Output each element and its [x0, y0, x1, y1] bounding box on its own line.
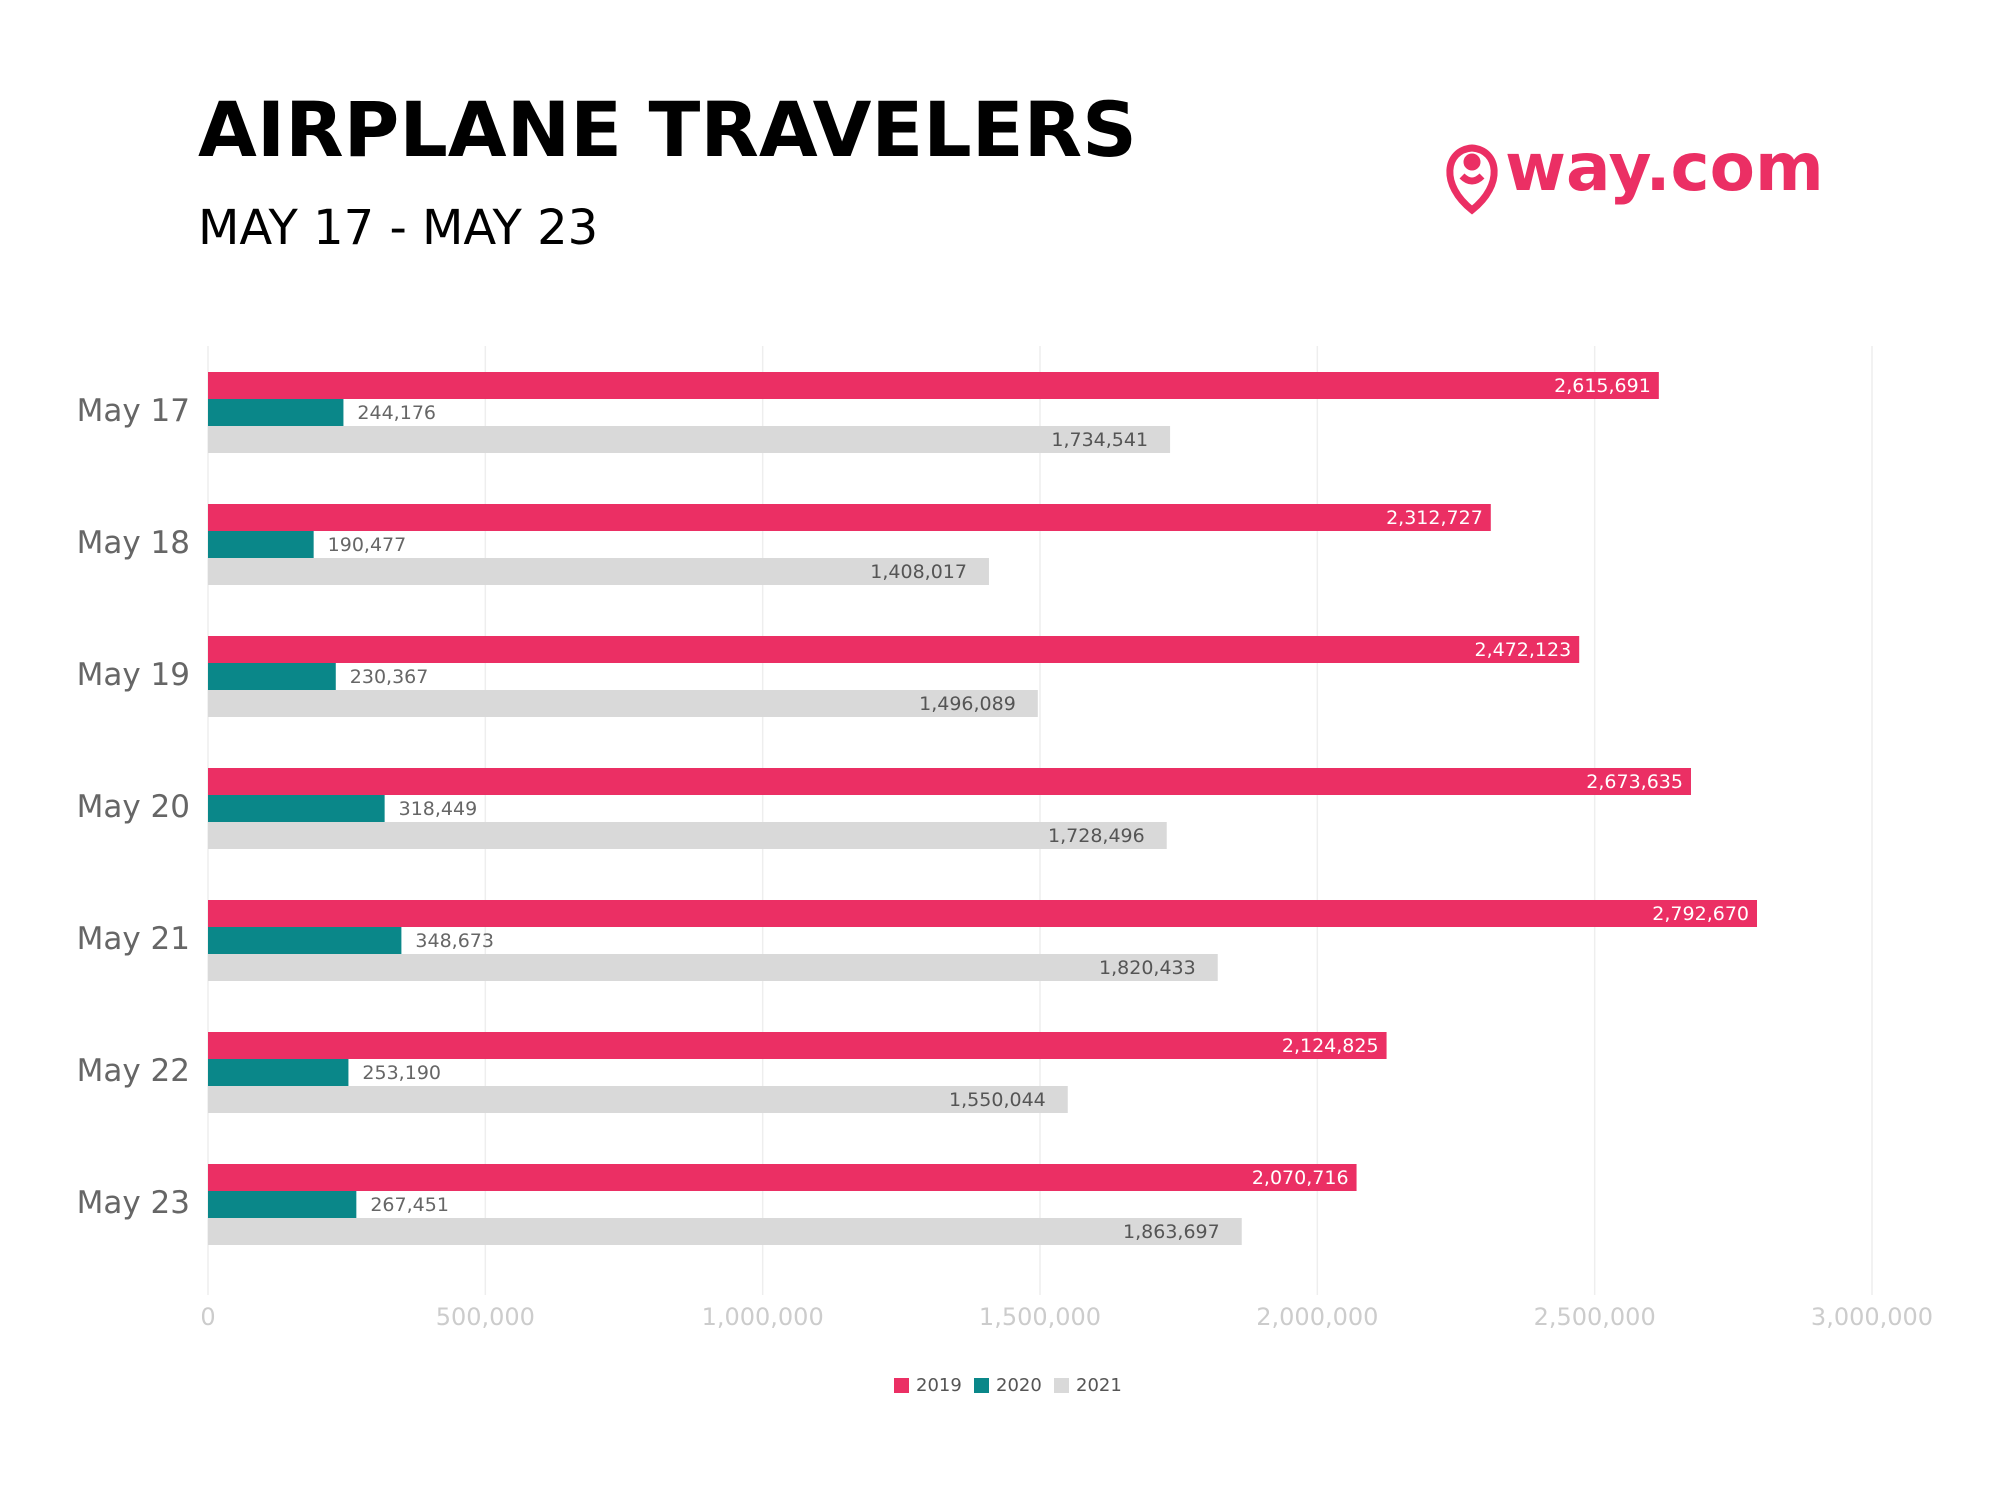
bar	[208, 1191, 357, 1218]
bar	[208, 795, 385, 822]
y-tick-label: May 17	[77, 393, 190, 429]
value-label: 2,673,635	[1586, 771, 1683, 793]
bar	[208, 558, 989, 585]
bar	[208, 636, 1580, 663]
value-label: 2,312,727	[1386, 507, 1483, 529]
value-label: 267,451	[370, 1194, 449, 1216]
value-label: 1,728,496	[1048, 825, 1145, 847]
value-label: 1,863,697	[1123, 1221, 1220, 1243]
value-label: 1,820,433	[1099, 957, 1196, 979]
bar	[208, 504, 1491, 531]
value-label: 2,124,825	[1282, 1035, 1379, 1057]
x-tick-label: 0	[200, 1303, 215, 1331]
bar	[208, 1218, 1242, 1245]
x-tick-label: 500,000	[436, 1303, 535, 1331]
value-label: 2,472,123	[1475, 639, 1572, 661]
bar	[208, 1164, 1357, 1191]
legend-swatch	[1054, 1378, 1069, 1393]
x-tick-label: 2,000,000	[1256, 1303, 1378, 1331]
value-label: 2,615,691	[1554, 375, 1651, 397]
legend-label: 2021	[1076, 1375, 1122, 1396]
value-label: 244,176	[357, 402, 436, 424]
bar	[208, 954, 1218, 981]
value-label: 1,496,089	[919, 693, 1016, 715]
bar	[208, 399, 344, 426]
bar	[208, 1086, 1068, 1113]
logo-text: way.com	[1505, 129, 1824, 206]
value-label: 2,792,670	[1652, 903, 1749, 925]
chart-title: AIRPLANE TRAVELERS	[198, 85, 1137, 174]
y-tick-label: May 19	[77, 657, 190, 693]
legend-swatch	[894, 1378, 909, 1393]
legend-label: 2019	[916, 1375, 962, 1396]
bar	[208, 1059, 349, 1086]
value-label: 348,673	[415, 930, 494, 952]
y-tick-label: May 20	[77, 789, 190, 825]
bar	[208, 822, 1167, 849]
value-label: 230,367	[350, 666, 429, 688]
bar	[208, 927, 402, 954]
value-label: 1,550,044	[949, 1089, 1046, 1111]
y-tick-label: May 18	[77, 525, 190, 561]
bar	[208, 426, 1171, 453]
chart-subtitle: MAY 17 - MAY 23	[198, 200, 598, 256]
x-tick-label: 1,000,000	[702, 1303, 824, 1331]
value-label: 253,190	[362, 1062, 441, 1084]
logo-icon	[1446, 144, 1498, 215]
bar	[208, 900, 1758, 927]
value-label: 190,477	[328, 534, 407, 556]
value-label: 318,449	[399, 798, 478, 820]
x-tick-label: 1,500,000	[979, 1303, 1101, 1331]
x-tick-label: 2,500,000	[1534, 1303, 1656, 1331]
bar	[208, 663, 336, 690]
legend-swatch	[974, 1378, 989, 1393]
bar	[208, 372, 1659, 399]
y-tick-label: May 21	[77, 921, 190, 957]
value-label: 2,070,716	[1252, 1167, 1349, 1189]
legend-label: 2020	[996, 1375, 1042, 1396]
value-label: 1,408,017	[870, 561, 967, 583]
bar	[208, 1032, 1387, 1059]
value-label: 1,734,541	[1051, 429, 1148, 451]
bar	[208, 531, 314, 558]
bar	[208, 768, 1691, 795]
y-tick-label: May 23	[77, 1185, 190, 1221]
y-tick-label: May 22	[77, 1053, 190, 1089]
x-tick-label: 3,000,000	[1811, 1303, 1933, 1331]
bar	[208, 690, 1038, 717]
